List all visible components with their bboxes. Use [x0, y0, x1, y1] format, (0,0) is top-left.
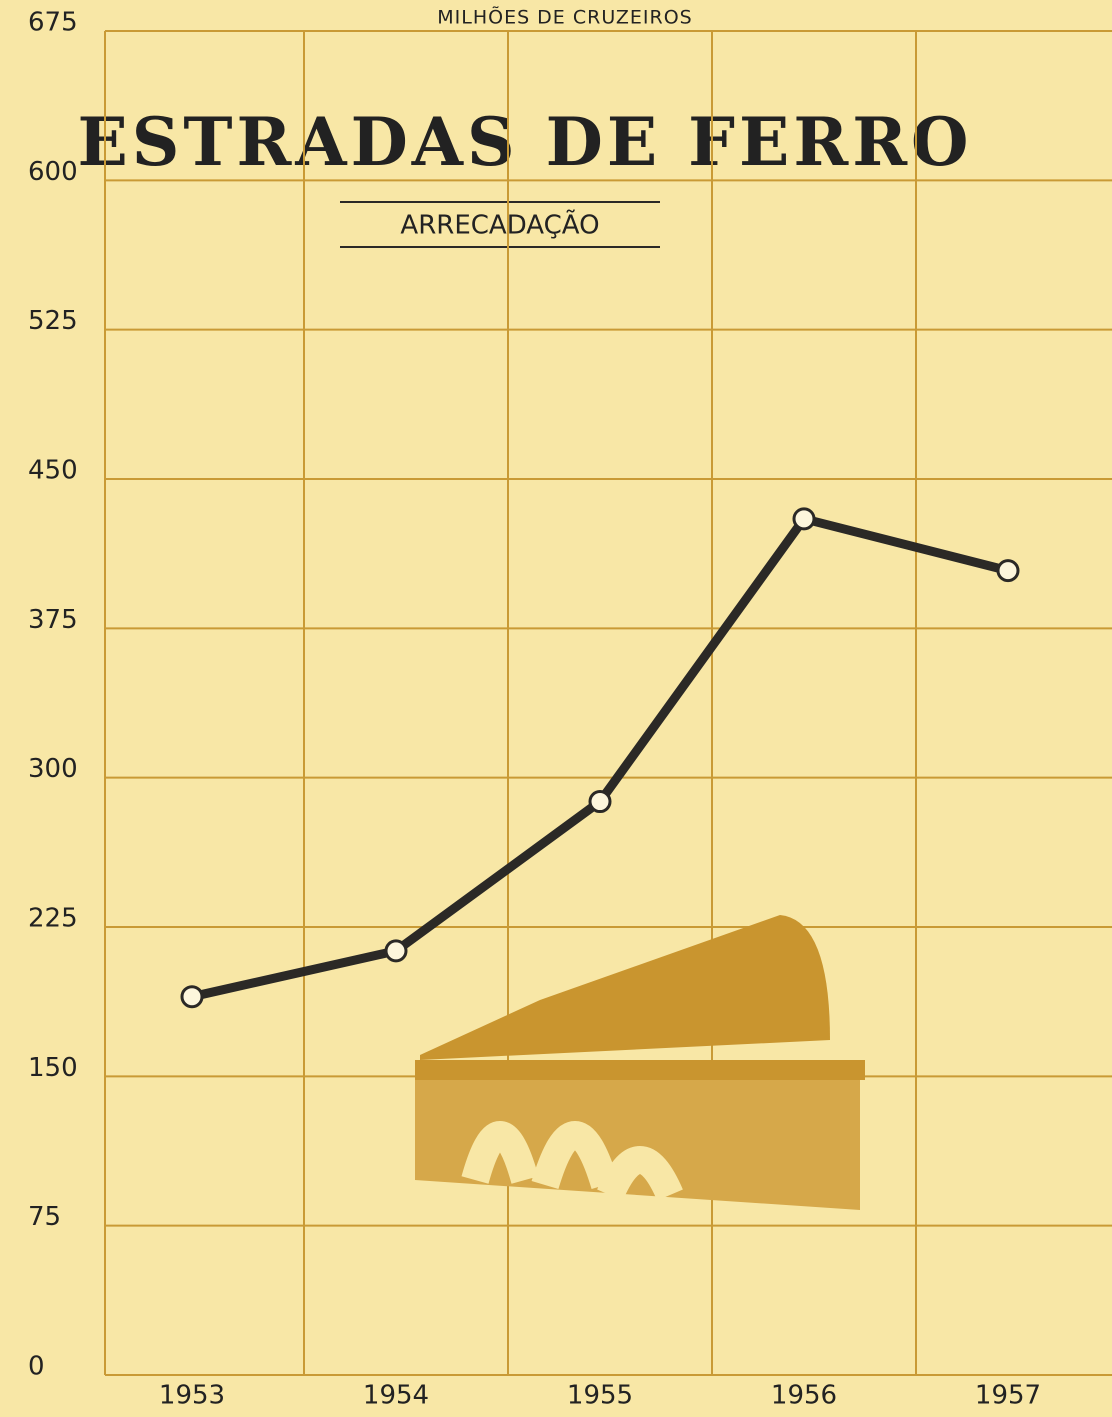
- x-tick-label: 1957: [975, 1381, 1041, 1411]
- bridge-deck: [415, 1060, 865, 1080]
- x-tick-label: 1956: [771, 1381, 837, 1411]
- locomotive: [420, 915, 830, 1060]
- y-tick-label: 150: [28, 1053, 78, 1083]
- x-tick-label: 1954: [363, 1381, 429, 1411]
- y-tick-label: 525: [28, 306, 78, 336]
- y-tick-label: 225: [28, 904, 78, 934]
- data-point: [996, 559, 1020, 583]
- train-illustration: [415, 915, 865, 1210]
- y-tick-label: 0: [28, 1352, 45, 1382]
- y-tick-label: 675: [28, 8, 78, 38]
- y-axis-label: MILHÕES DE CRUZEIROS: [437, 6, 693, 29]
- y-tick-label: 375: [28, 605, 78, 635]
- data-point: [792, 507, 816, 531]
- y-tick-label: 450: [28, 456, 78, 486]
- x-tick-label: 1955: [567, 1381, 633, 1411]
- bridge-arches: [461, 1121, 683, 1201]
- chart-title: ESTRADAS DE FERRO: [77, 103, 972, 181]
- data-point: [180, 985, 204, 1009]
- x-tick-label: 1953: [159, 1381, 225, 1411]
- chart-subtitle: ARRECADAÇÃO: [400, 209, 599, 241]
- data-point: [588, 790, 612, 814]
- y-tick-label: 75: [28, 1202, 61, 1232]
- y-tick-label: 600: [28, 157, 78, 187]
- y-tick-label: 300: [28, 754, 78, 784]
- data-point: [384, 939, 408, 963]
